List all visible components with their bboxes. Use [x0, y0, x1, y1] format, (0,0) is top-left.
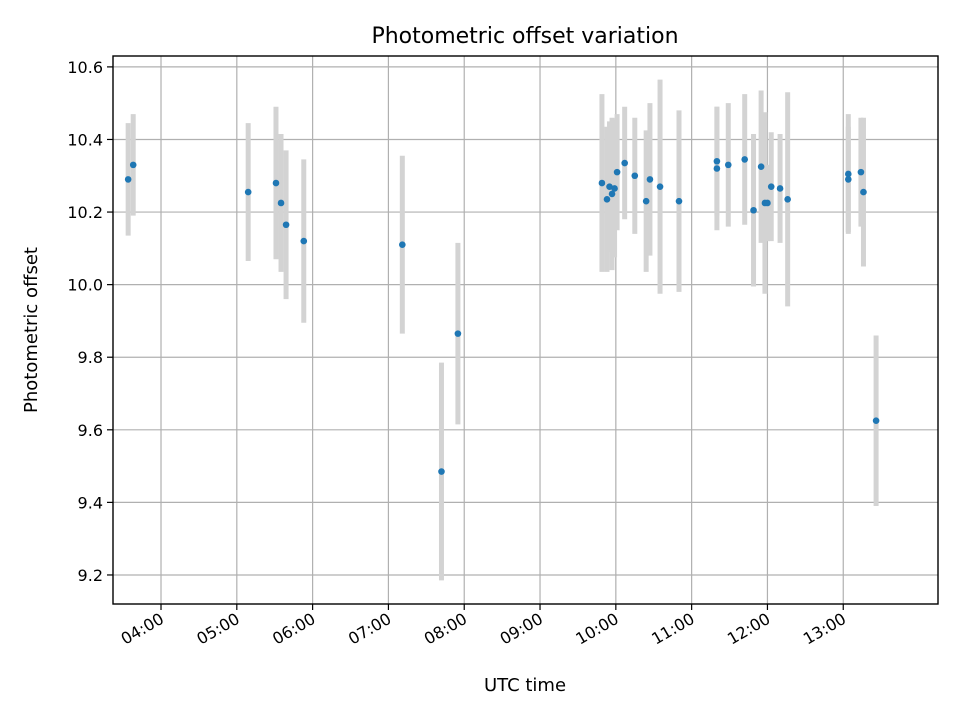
y-tick-label: 10.0 [67, 276, 103, 295]
data-point [598, 179, 606, 187]
data-point [750, 206, 757, 214]
data-point [606, 183, 613, 190]
data-point [844, 176, 852, 183]
data-point [860, 188, 867, 196]
data-point [767, 183, 775, 190]
data-point [603, 196, 611, 203]
data-point [621, 159, 628, 167]
data-point [872, 417, 880, 425]
data-point [399, 241, 406, 249]
data-point [631, 172, 639, 180]
data-point [724, 161, 732, 169]
data-point [272, 179, 280, 187]
data-point [129, 161, 137, 169]
data-point [764, 199, 771, 207]
chart-title: Photometric offset variation [371, 24, 678, 49]
y-tick-label: 9.2 [78, 566, 103, 585]
data-point [646, 176, 654, 183]
data-point [608, 190, 616, 198]
data-point [642, 197, 650, 205]
data-point [757, 163, 765, 170]
plot-frame [112, 55, 939, 605]
data-point [713, 157, 721, 165]
data-point [454, 330, 462, 337]
data-point [844, 170, 852, 178]
data-point [277, 199, 285, 207]
data-point [282, 221, 290, 229]
y-tick-label: 9.6 [78, 421, 103, 440]
x-axis-label: UTC time [484, 675, 566, 696]
data-point [611, 185, 618, 192]
y-tick-label: 10.6 [67, 58, 103, 77]
y-axis-ticks: 9.2 9.4 9.6 9.8 10.0 10.2 10.4 10.6 [67, 58, 113, 585]
y-tick-label: 9.4 [78, 493, 103, 512]
data-point [857, 168, 865, 176]
data-point [776, 185, 784, 192]
y-tick-label: 10.4 [67, 130, 103, 149]
data-point [713, 165, 721, 172]
data-point [675, 197, 683, 205]
y-axis-label: Photometric offset [21, 247, 42, 413]
data-point [784, 196, 791, 203]
data-point [438, 468, 445, 475]
data-point [741, 156, 748, 163]
data-points [124, 156, 880, 475]
data-point [656, 183, 664, 190]
data-point [244, 188, 252, 196]
data-point [124, 176, 132, 183]
grid [113, 56, 938, 604]
data-point [613, 168, 621, 176]
y-tick-label: 9.8 [78, 348, 103, 367]
y-tick-label: 10.2 [67, 203, 103, 222]
data-point [300, 237, 308, 245]
